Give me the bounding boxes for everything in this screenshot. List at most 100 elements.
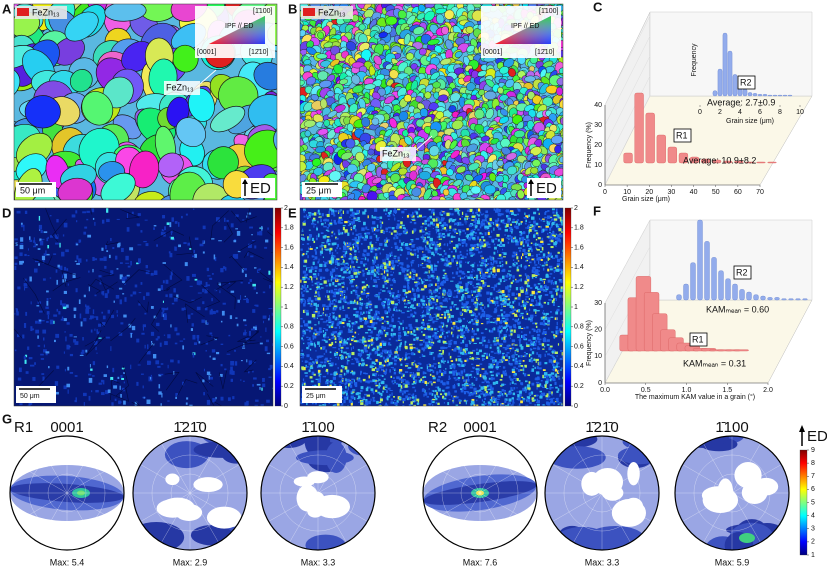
kam-spot — [164, 226, 166, 231]
kam-spot — [440, 393, 443, 396]
kam-spot — [145, 243, 149, 247]
kam-spot — [259, 386, 261, 390]
kam-spot — [511, 254, 515, 258]
kam-spot — [466, 320, 468, 322]
kam-spot — [514, 383, 518, 385]
kam-spot — [116, 268, 119, 270]
kam-spot — [478, 217, 480, 221]
grain — [323, 41, 333, 48]
callout-label: FeZn₁₃ — [382, 148, 410, 158]
grain — [563, 103, 578, 117]
scale-label: 50 μm — [20, 185, 45, 195]
kam-spot — [24, 253, 27, 257]
grain — [483, 90, 497, 100]
grain — [287, 38, 298, 49]
kam-spot — [14, 262, 18, 266]
kam-spot — [394, 362, 397, 366]
kam-spot — [220, 363, 223, 367]
kam-spot — [546, 398, 549, 400]
kam-spot — [302, 334, 305, 337]
direction-label: ED — [536, 180, 557, 197]
kam-spot — [212, 399, 216, 402]
kam-spot — [519, 231, 522, 233]
kam-spot — [209, 332, 213, 335]
kam-spot — [547, 302, 550, 305]
kam-spot — [162, 280, 165, 284]
kam-spot — [48, 366, 50, 369]
grain — [296, 0, 306, 3]
grain — [0, 13, 4, 50]
kam-spot — [428, 208, 431, 211]
kam-spot — [164, 341, 168, 346]
kam-spot — [343, 372, 346, 376]
kam-spot — [240, 360, 243, 362]
kam-spot — [157, 365, 161, 368]
grain — [287, 164, 301, 178]
kam-spot — [334, 249, 337, 252]
grain — [530, 166, 539, 175]
grain — [175, 117, 206, 148]
kam-spot — [312, 273, 317, 276]
kam-spot — [75, 341, 79, 344]
kam-spot — [371, 368, 376, 372]
kam-spot — [539, 263, 541, 266]
kam-spot — [27, 248, 29, 251]
kam-spot — [333, 382, 336, 384]
kam-spot — [455, 370, 457, 373]
grain — [505, 79, 515, 88]
callout-label: FeZn₁₃ — [166, 82, 194, 92]
kam-spot — [479, 342, 483, 344]
kam-spot — [500, 374, 503, 378]
grain — [454, 51, 463, 58]
kam-spot — [542, 267, 545, 271]
kam-spot — [513, 329, 516, 333]
legend-swatch — [303, 8, 315, 16]
kam-spot — [156, 322, 160, 327]
kam-spot — [526, 259, 529, 262]
kam-spot — [30, 328, 34, 331]
grain — [470, 185, 482, 195]
kam-spot — [337, 220, 340, 224]
kam-spot — [501, 238, 504, 242]
kam-spot — [69, 371, 74, 374]
kam-spot — [266, 399, 270, 403]
kam-spot — [341, 391, 345, 395]
kam-spot — [382, 290, 386, 292]
kam-spot — [552, 304, 555, 306]
kam-spot — [352, 389, 356, 391]
grain — [129, 150, 160, 189]
kam-spot — [130, 332, 133, 338]
grain — [563, 58, 573, 70]
grain — [564, 55, 574, 64]
kam-spot — [73, 336, 77, 338]
kam-spot — [75, 243, 79, 246]
kam-spot — [37, 335, 39, 339]
kam-spot — [428, 231, 431, 233]
kam-spot — [226, 353, 231, 355]
kam-spot — [301, 230, 304, 232]
kam-spot — [552, 287, 556, 290]
kam-spot — [311, 284, 314, 286]
kam-spot — [555, 335, 558, 338]
kam-spot — [47, 314, 50, 320]
kam-spot — [46, 321, 49, 323]
kam-spot — [429, 373, 432, 376]
kam-spot — [536, 253, 538, 258]
kam-spot — [469, 251, 472, 254]
kam-spot — [102, 380, 105, 385]
kam-spot — [49, 215, 52, 217]
kam-spot — [444, 272, 447, 275]
kam-spot — [245, 273, 247, 278]
kam-spot — [28, 357, 33, 360]
kam-spot — [234, 361, 238, 366]
kam-spot — [371, 215, 373, 219]
kam-spot — [307, 247, 310, 250]
grain — [0, 153, 7, 200]
kam-spot — [465, 385, 470, 387]
kam-spot — [157, 288, 161, 291]
kam-spot — [390, 232, 393, 235]
grain — [285, 28, 298, 40]
grain — [363, 9, 374, 19]
kam-spot — [525, 219, 528, 223]
kam-spot — [338, 347, 340, 351]
